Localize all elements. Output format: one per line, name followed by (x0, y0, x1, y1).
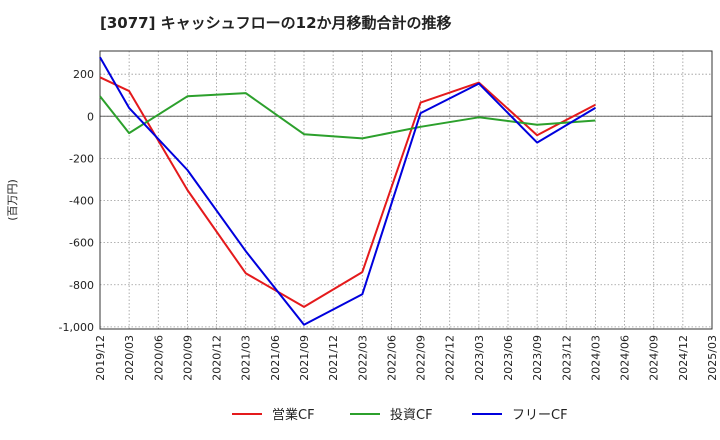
x-tick-label: 2021/09 (298, 335, 311, 381)
x-tick-label: 2023/06 (502, 335, 515, 381)
legend: 営業CF 投資CF フリーCF (232, 407, 568, 423)
series-line-3 (99, 56, 596, 326)
y-tick-label: -200 (69, 152, 94, 165)
x-tick-label: 2023/03 (473, 335, 486, 381)
x-tick-label: 2020/06 (152, 335, 165, 381)
x-tick-label: 2020/12 (211, 335, 224, 381)
x-tick-label: 2022/12 (444, 335, 457, 381)
x-tick-label: 2019/12 (94, 335, 107, 381)
x-tick-label: 2020/09 (181, 335, 194, 381)
x-tick-label: 2023/12 (560, 335, 573, 381)
y-tick-label: -600 (69, 237, 94, 250)
y-tick-label: -400 (69, 195, 94, 208)
y-tick-label: 0 (87, 110, 94, 123)
plot-frame (99, 50, 713, 330)
y-tick-label: -800 (69, 279, 94, 292)
x-tick-label: 2024/09 (648, 335, 661, 381)
x-tick-label: 2023/09 (531, 335, 544, 381)
chart-title: [3077] キャッシュフローの12か月移動合計の推移 (100, 14, 452, 32)
grid-layer (99, 51, 713, 329)
x-tick-label: 2024/06 (619, 335, 632, 381)
legend-label-2: 投資CF (390, 407, 433, 423)
x-tick-label: 2022/09 (415, 335, 428, 381)
x-tick-label: 2024/03 (589, 335, 602, 381)
y-axis-label: (百万円) (6, 179, 19, 221)
x-tick-label: 2025/03 (706, 335, 719, 381)
x-tick-label: 2021/03 (240, 335, 253, 381)
series-line-1 (99, 76, 596, 308)
x-tick-label: 2022/06 (385, 335, 398, 381)
x-tick-label: 2022/03 (356, 335, 369, 381)
y-tick-label: -1,000 (59, 321, 94, 334)
series-layer (99, 56, 596, 326)
series-line-2 (99, 92, 596, 140)
legend-label-1: 営業CF (272, 407, 315, 423)
x-tick-label: 2021/12 (327, 335, 340, 381)
x-tick-label: 2021/06 (269, 335, 282, 381)
x-tick-label: 2020/03 (123, 335, 136, 381)
x-tick-label: 2024/12 (677, 335, 690, 381)
legend-label-3: フリーCF (512, 408, 568, 423)
y-tick-label: 200 (73, 68, 94, 81)
